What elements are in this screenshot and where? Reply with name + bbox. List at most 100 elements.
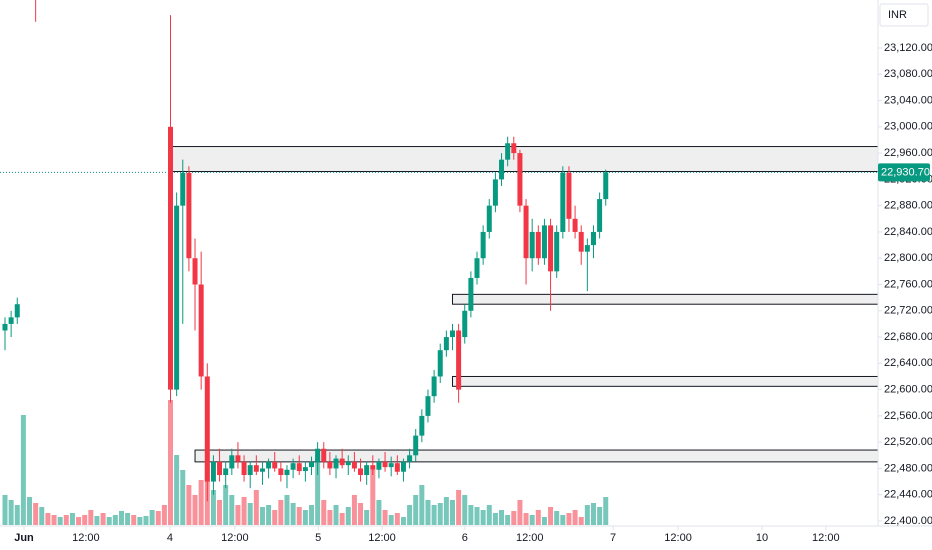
candle-body [174,205,180,390]
volume-bar [266,505,272,525]
candle-body [431,376,437,397]
x-tick-label: 7 [610,532,616,544]
y-tick-label: 22,480.00 [884,462,932,474]
volume-bar [554,511,560,525]
x-tick-label: 12:00 [221,532,249,544]
candle-body [278,468,284,476]
candle-body [548,225,554,272]
volume-bar [33,503,39,525]
volume-bar [437,503,443,525]
candle-body [235,455,241,462]
volume-bar [259,507,265,525]
candle-body [388,463,394,468]
volume-bar [217,500,223,525]
volume-bar [241,497,247,525]
candle-body [180,172,186,206]
candle-body [204,376,210,482]
candle-body [333,458,339,469]
volume-bar [290,503,296,525]
volume-bar [400,517,406,525]
y-tick-label: 22,520.00 [884,436,932,448]
currency-box[interactable] [879,3,929,27]
volume-bar [284,495,290,525]
volume-bar [118,511,124,525]
volume-bar [2,495,8,525]
candle-body [541,225,547,259]
volume-bar [345,507,351,525]
candle-body [192,258,198,285]
x-tick-label: 4 [167,532,173,544]
candle-body [419,415,425,436]
volume-bar [168,400,174,525]
candle-body [315,448,321,462]
candle-body [572,218,578,232]
x-tick-label: 12:00 [516,532,544,544]
volume-bar [76,517,82,525]
candle-body [584,245,590,252]
volume-bar [572,510,578,525]
candle-body [535,231,541,259]
volume-bar [364,510,370,525]
volume-bar [548,507,554,525]
volume-bar [523,513,529,525]
volume-bar [590,503,596,525]
y-tick-label: 22,440.00 [884,489,932,501]
y-tick-label: 22,680.00 [884,331,932,343]
volume-bar [315,455,321,525]
candle-body [517,153,523,206]
candle-body [272,461,278,469]
y-tick-label: 22,600.00 [884,384,932,396]
candle-body [339,458,345,466]
candle-body [186,172,192,259]
candle-body [413,435,419,456]
candle-body [345,461,351,466]
candle-body [376,461,382,470]
volume-bar [603,497,609,525]
candle-body [529,231,535,259]
candle-body [351,461,357,469]
y-tick-label: 23,080.00 [884,68,932,80]
candle-body [14,304,20,318]
candle-body [2,323,8,331]
candle-body [241,461,247,476]
y-tick-label: 22,880.00 [884,200,932,212]
volume-bar [584,505,590,525]
volume-bar [253,490,259,525]
y-tick-label: 22,840.00 [884,226,932,238]
volume-bar [180,470,186,525]
x-tick-label: 6 [462,532,468,544]
volume-bar [419,485,425,525]
volume-bar [468,505,474,525]
volume-bar [327,510,333,525]
candle-body [259,468,265,472]
y-tick-label: 22,640.00 [884,357,932,369]
last-price-label: 22,930.70 [881,166,930,178]
candle-body [486,205,492,232]
volume-bar [112,515,118,525]
candle-body [437,350,443,377]
candle-body [327,461,333,469]
volume-bar [272,510,278,525]
volume-bar [474,507,480,525]
candle-body [578,231,584,252]
volume-bar [413,495,419,525]
candle-body [284,469,290,476]
volume-bar [407,505,413,525]
candle-body [302,467,308,472]
candle-body [210,461,216,482]
volume-bar [480,510,486,525]
zone [451,375,878,387]
volume-bar [535,510,541,525]
volume-bar [198,480,204,525]
volume-bar [186,485,192,525]
currency-label: INR [888,9,907,21]
volume-bar [106,517,112,525]
volume-bar [492,513,498,525]
volume-bar [149,510,155,525]
volume-bar [511,511,517,525]
volume-bar [370,470,376,525]
volume-bar [247,503,253,525]
candle-body [296,463,302,472]
candle-body [480,231,486,259]
volume-bar [486,505,492,525]
